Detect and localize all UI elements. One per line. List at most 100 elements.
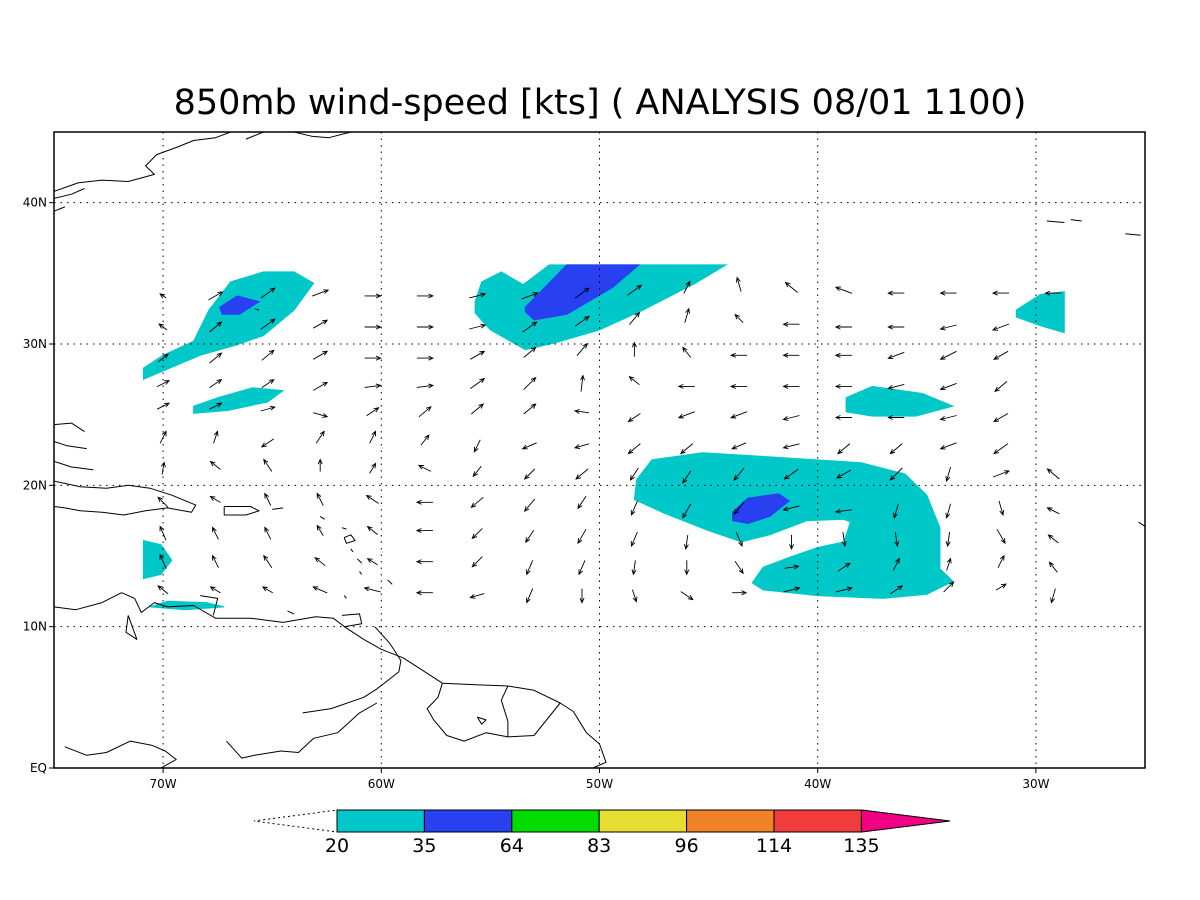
wind-vector-85 bbox=[993, 413, 1009, 423]
wind-vector-108 bbox=[417, 464, 432, 472]
wind-vector-44 bbox=[631, 341, 637, 357]
wind-vector-4 bbox=[364, 293, 382, 299]
colorbar-label-135: 135 bbox=[843, 835, 879, 857]
lon-tick-label: 50W bbox=[586, 777, 613, 791]
coastline-segment-28 bbox=[200, 595, 219, 616]
wind-vector-160 bbox=[314, 557, 326, 567]
wind-vector-171 bbox=[892, 557, 900, 571]
wind-vector-192 bbox=[1050, 588, 1056, 604]
wind-vector-37 bbox=[261, 349, 275, 361]
wind-vector-22 bbox=[364, 324, 382, 330]
coastline-segment-31 bbox=[1046, 220, 1065, 223]
coastline-segment-29 bbox=[287, 610, 295, 615]
colorbar-label-83: 83 bbox=[587, 835, 611, 857]
wind-vector-66 bbox=[887, 383, 905, 390]
wind-vectors bbox=[156, 276, 1062, 604]
wind-vector-135 bbox=[893, 503, 899, 519]
wind-vector-18 bbox=[158, 323, 168, 331]
wind-vector-136 bbox=[945, 503, 952, 519]
wind-vector-20 bbox=[260, 318, 276, 330]
colorbar-label-96: 96 bbox=[675, 835, 699, 857]
colorbar-over-arrow bbox=[860, 809, 951, 833]
contour-region-20kt-4 bbox=[474, 264, 728, 351]
wind-vector-93 bbox=[521, 442, 537, 450]
wind-vector-117 bbox=[889, 467, 903, 481]
wind-vector-52 bbox=[156, 380, 171, 388]
wind-vector-58 bbox=[470, 377, 486, 389]
wind-vector-19 bbox=[209, 321, 223, 333]
wind-vector-156 bbox=[1047, 534, 1059, 544]
wind-vector-21 bbox=[312, 319, 329, 329]
coastline-segment-12 bbox=[319, 515, 325, 520]
wind-vector-131 bbox=[682, 503, 692, 519]
wind-vector-149 bbox=[683, 534, 689, 551]
wind-vector-94 bbox=[573, 443, 590, 449]
colorbar-swatch-64 bbox=[511, 809, 600, 833]
wind-vector-78 bbox=[627, 413, 641, 423]
wind-vector-3 bbox=[312, 289, 330, 297]
wind-vector-118 bbox=[945, 466, 952, 483]
wind-vector-27 bbox=[629, 311, 641, 325]
wind-vector-137 bbox=[998, 500, 1005, 516]
wind-vector-82 bbox=[834, 415, 852, 420]
wind-vector-103 bbox=[160, 461, 166, 475]
coastline-segment-5 bbox=[254, 308, 260, 311]
wind-vector-165 bbox=[578, 560, 586, 576]
wind-vector-179 bbox=[363, 586, 381, 593]
wind-vector-54 bbox=[261, 378, 275, 388]
wind-vector-113 bbox=[682, 470, 692, 484]
wind-vector-98 bbox=[782, 443, 800, 450]
coastline-segment-30 bbox=[476, 716, 487, 725]
colorbar-swatch-35 bbox=[423, 809, 513, 833]
wind-vector-172 bbox=[946, 557, 952, 571]
wind-vector-189 bbox=[890, 585, 904, 595]
coastline-segment-11 bbox=[272, 507, 284, 510]
wind-vector-134 bbox=[834, 508, 852, 514]
wind-vector-155 bbox=[996, 528, 1006, 545]
coastline-segment-25 bbox=[426, 683, 561, 742]
wind-vector-10 bbox=[683, 280, 691, 294]
wind-vector-180 bbox=[415, 590, 433, 596]
wind-vector-105 bbox=[263, 458, 273, 472]
wind-vector-25 bbox=[522, 321, 538, 333]
coastline-segment-20 bbox=[341, 613, 363, 628]
latitude-tick-labels: EQ 10N 20N 30N 40N bbox=[23, 196, 54, 775]
wind-vector-102 bbox=[993, 443, 1009, 455]
coastline-segment-34 bbox=[1138, 521, 1145, 527]
wind-vector-153 bbox=[894, 531, 900, 548]
wind-vector-91 bbox=[420, 434, 430, 446]
wind-vector-121 bbox=[157, 496, 169, 508]
wind-vector-47 bbox=[782, 352, 800, 358]
wind-vector-13 bbox=[834, 286, 853, 294]
coastlines bbox=[54, 132, 1145, 768]
wind-vector-111 bbox=[575, 468, 589, 480]
wind-vector-163 bbox=[471, 556, 483, 568]
wind-vector-16 bbox=[991, 290, 1009, 296]
wind-vector-40 bbox=[416, 355, 434, 361]
coastline-segment-1 bbox=[54, 188, 85, 199]
coastline-segment-22 bbox=[125, 615, 138, 640]
wind-vector-90 bbox=[369, 430, 377, 444]
wind-vector-2 bbox=[260, 287, 276, 299]
wind-vector-43 bbox=[576, 342, 588, 356]
wind-vector-73 bbox=[366, 407, 380, 417]
wind-vector-127 bbox=[470, 496, 484, 509]
wind-vector-61 bbox=[628, 376, 640, 386]
wind-vector-30 bbox=[782, 321, 800, 327]
coastline-segment-6 bbox=[54, 422, 85, 433]
wind-vector-41 bbox=[470, 350, 486, 360]
wind-speed-contours bbox=[143, 264, 1065, 611]
contour-region-20kt-0 bbox=[143, 271, 315, 381]
wind-vector-99 bbox=[837, 443, 851, 455]
wind-vector-28 bbox=[684, 307, 690, 323]
colorbar-label-64: 64 bbox=[500, 835, 524, 857]
wind-vector-17 bbox=[1044, 290, 1062, 296]
wind-vector-139 bbox=[159, 525, 167, 541]
colorbar-swatch-96 bbox=[686, 809, 775, 833]
wind-vector-89 bbox=[315, 430, 325, 444]
contour-region-20kt-11 bbox=[1015, 291, 1065, 334]
wind-vector-188 bbox=[835, 586, 853, 593]
wind-vector-159 bbox=[263, 554, 273, 568]
coastline-segment-24 bbox=[226, 702, 378, 759]
wind-vector-158 bbox=[212, 554, 219, 568]
